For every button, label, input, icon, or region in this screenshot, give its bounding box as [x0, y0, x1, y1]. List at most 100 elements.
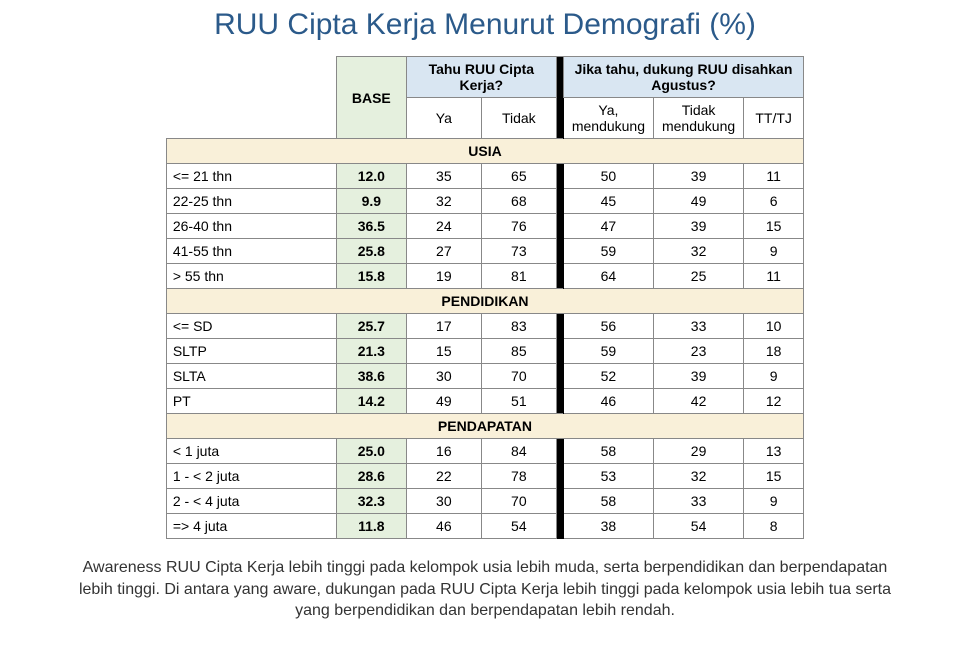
section-header: PENDIDIKAN [166, 289, 803, 314]
row-label: < 1 juta [166, 439, 336, 464]
cell-dukung-tidak: 42 [653, 389, 743, 414]
cell-dukung-ya: 56 [563, 314, 653, 339]
cell-tt: 9 [744, 489, 804, 514]
cell-base: 36.5 [336, 214, 406, 239]
cell-dukung-ya: 38 [563, 514, 653, 539]
table-row: 26-40 thn36.52476473915 [166, 214, 803, 239]
header-q2-tidak: Tidak mendukung [653, 98, 743, 139]
header-q2: Jika tahu, dukung RUU disahkan Agustus? [563, 57, 803, 98]
separator [556, 98, 563, 139]
cell-dukung-ya: 46 [563, 389, 653, 414]
cell-ya: 46 [406, 514, 481, 539]
cell-tt: 18 [744, 339, 804, 364]
row-label: SLTA [166, 364, 336, 389]
header-q1-tidak: Tidak [481, 98, 556, 139]
cell-base: 32.3 [336, 489, 406, 514]
cell-dukung-tidak: 23 [653, 339, 743, 364]
header-blank2 [166, 98, 336, 139]
cell-base: 28.6 [336, 464, 406, 489]
cell-dukung-ya: 59 [563, 339, 653, 364]
table-row: < 1 juta25.01684582913 [166, 439, 803, 464]
separator [556, 389, 563, 414]
cell-tt: 11 [744, 164, 804, 189]
cell-ya: 19 [406, 264, 481, 289]
cell-dukung-ya: 45 [563, 189, 653, 214]
demographic-table: BASE Tahu RUU Cipta Kerja? Jika tahu, du… [166, 56, 804, 539]
row-label: <= 21 thn [166, 164, 336, 189]
cell-tidak: 70 [481, 489, 556, 514]
separator [556, 464, 563, 489]
cell-base: 14.2 [336, 389, 406, 414]
row-label: > 55 thn [166, 264, 336, 289]
cell-dukung-ya: 50 [563, 164, 653, 189]
cell-tidak: 70 [481, 364, 556, 389]
cell-dukung-tidak: 29 [653, 439, 743, 464]
cell-dukung-tidak: 39 [653, 164, 743, 189]
cell-dukung-tidak: 32 [653, 464, 743, 489]
row-label: 22-25 thn [166, 189, 336, 214]
cell-dukung-ya: 53 [563, 464, 653, 489]
cell-dukung-ya: 64 [563, 264, 653, 289]
section-header: PENDAPATAN [166, 414, 803, 439]
separator [556, 339, 563, 364]
cell-dukung-tidak: 33 [653, 314, 743, 339]
cell-dukung-tidak: 25 [653, 264, 743, 289]
cell-tidak: 68 [481, 189, 556, 214]
row-label: 41-55 thn [166, 239, 336, 264]
row-label: 2 - < 4 juta [166, 489, 336, 514]
cell-tt: 6 [744, 189, 804, 214]
separator [556, 439, 563, 464]
cell-base: 15.8 [336, 264, 406, 289]
separator [556, 514, 563, 539]
cell-dukung-ya: 52 [563, 364, 653, 389]
cell-tidak: 51 [481, 389, 556, 414]
header-q1-ya: Ya [406, 98, 481, 139]
cell-ya: 30 [406, 489, 481, 514]
separator [556, 364, 563, 389]
table-row: > 55 thn15.81981642511 [166, 264, 803, 289]
footnote: Awareness RUU Cipta Kerja lebih tinggi p… [70, 557, 900, 622]
cell-ya: 32 [406, 189, 481, 214]
cell-dukung-ya: 58 [563, 439, 653, 464]
cell-ya: 35 [406, 164, 481, 189]
cell-base: 9.9 [336, 189, 406, 214]
separator [556, 314, 563, 339]
cell-ya: 22 [406, 464, 481, 489]
cell-tidak: 83 [481, 314, 556, 339]
header-q2-tt: TT/TJ [744, 98, 804, 139]
table-row: <= 21 thn12.03565503911 [166, 164, 803, 189]
separator [556, 239, 563, 264]
separator [556, 264, 563, 289]
cell-dukung-ya: 59 [563, 239, 653, 264]
separator [556, 57, 563, 98]
cell-tt: 13 [744, 439, 804, 464]
cell-ya: 15 [406, 339, 481, 364]
cell-tidak: 65 [481, 164, 556, 189]
separator [556, 214, 563, 239]
cell-tidak: 85 [481, 339, 556, 364]
row-label: PT [166, 389, 336, 414]
cell-dukung-tidak: 39 [653, 214, 743, 239]
cell-tt: 8 [744, 514, 804, 539]
header-q1: Tahu RUU Cipta Kerja? [406, 57, 556, 98]
cell-tidak: 84 [481, 439, 556, 464]
row-label: 26-40 thn [166, 214, 336, 239]
separator [556, 189, 563, 214]
cell-dukung-tidak: 32 [653, 239, 743, 264]
table-row: 41-55 thn25.8277359329 [166, 239, 803, 264]
table-row: <= SD25.71783563310 [166, 314, 803, 339]
cell-base: 25.0 [336, 439, 406, 464]
header-blank [166, 57, 336, 98]
row-label: => 4 juta [166, 514, 336, 539]
cell-dukung-tidak: 54 [653, 514, 743, 539]
cell-tidak: 54 [481, 514, 556, 539]
cell-tt: 10 [744, 314, 804, 339]
cell-ya: 24 [406, 214, 481, 239]
row-label: <= SD [166, 314, 336, 339]
cell-ya: 17 [406, 314, 481, 339]
cell-tt: 9 [744, 364, 804, 389]
cell-ya: 30 [406, 364, 481, 389]
cell-tt: 11 [744, 264, 804, 289]
row-label: 1 - < 2 juta [166, 464, 336, 489]
cell-tt: 9 [744, 239, 804, 264]
